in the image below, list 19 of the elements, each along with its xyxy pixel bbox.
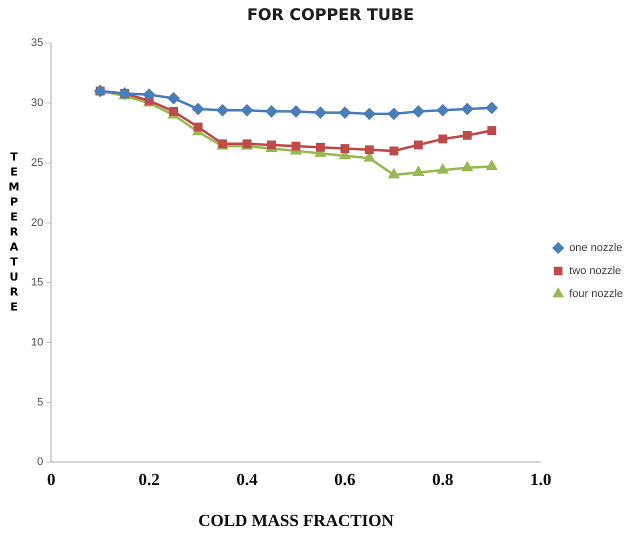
x-tick-label: 0.6: [334, 470, 356, 489]
y-tick-label: 15: [30, 276, 44, 289]
legend-label: one nozzle: [569, 242, 622, 254]
legend-label: two nozzle: [569, 265, 622, 278]
y-tick-label: 35: [30, 37, 44, 50]
y-tick-label: 5: [37, 396, 44, 408]
text: TEMPERATURE: [8, 150, 20, 314]
y-tick-label: 10: [30, 336, 44, 349]
chart-title: FOR COPPER TUBE: [246, 4, 414, 24]
y-tick-label: 20: [30, 216, 44, 229]
x-tick-label: 0.8: [432, 470, 454, 489]
x-tick-label: 0.2: [138, 470, 160, 489]
legend-label: four nozzle: [569, 288, 624, 300]
x-axis-title: COLD MASS FRACTION: [198, 511, 394, 530]
x-tick-label: 0.4: [236, 470, 258, 489]
y-tick-label: 0: [37, 456, 44, 468]
x-tick-label: 1.0: [530, 470, 552, 489]
y-tick-label: 25: [30, 156, 44, 169]
y-tick-label: 30: [30, 97, 44, 110]
